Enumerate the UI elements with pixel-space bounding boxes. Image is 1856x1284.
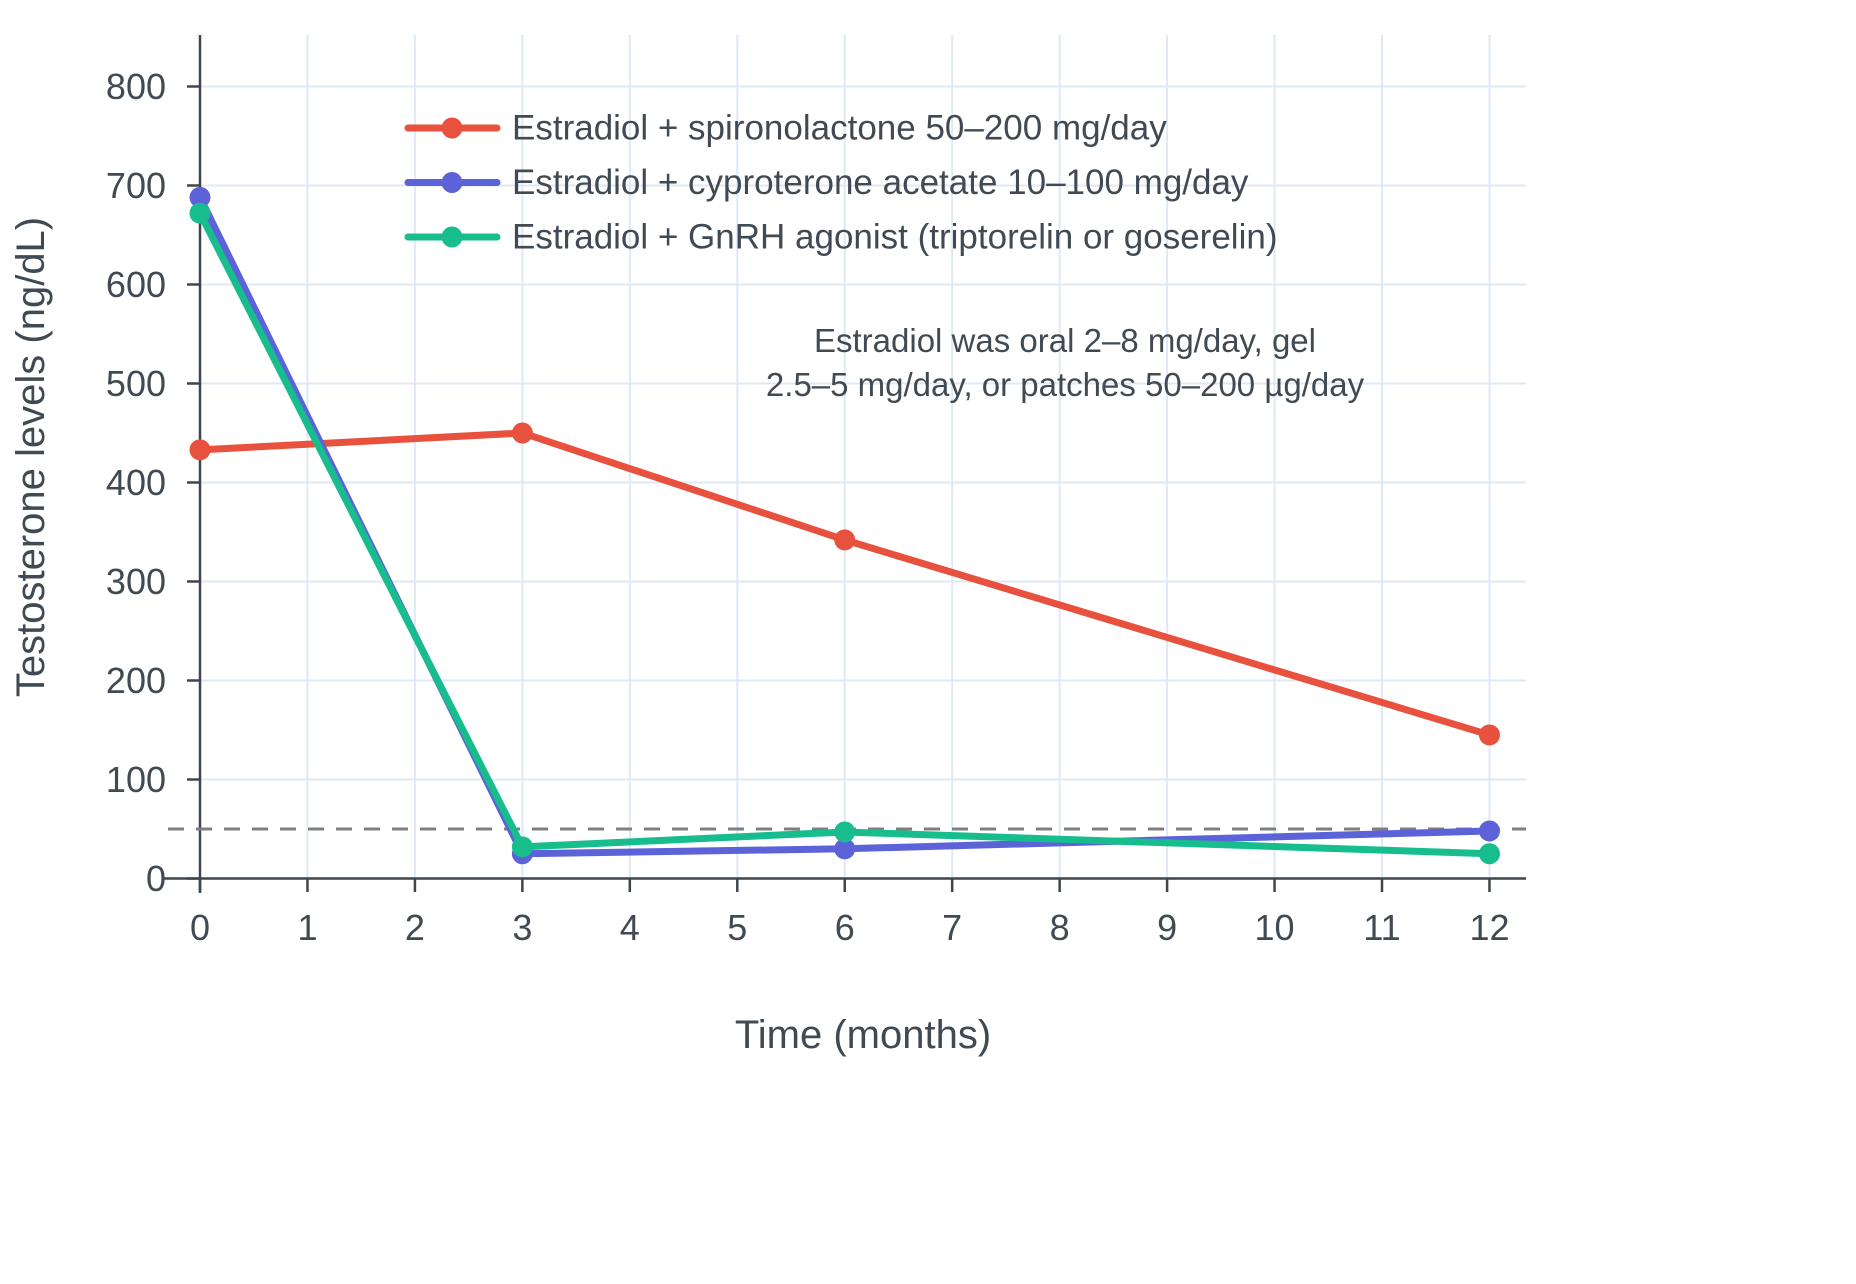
y-tick-label: 700 [106,165,166,206]
y-tick-label: 800 [106,66,166,107]
legend-item-gnrh-agonist: Estradiol + GnRH agonist (triptorelin or… [404,218,1277,257]
y-tick-label: 500 [106,363,166,404]
annotation-line-2: 2.5–5 mg/day, or patches 50–200 µg/day [766,366,1365,403]
x-axis-title: Time (months) [735,1013,991,1057]
data-point [834,838,856,860]
x-tick-label: 6 [835,907,855,948]
grid-layer [199,35,1526,880]
legend-marker [441,172,463,193]
data-point [511,836,533,858]
legend-item-cyproterone: Estradiol + cyproterone acetate 10–100 m… [404,163,1249,202]
series-2 [189,202,1500,865]
x-tick-label: 3 [512,907,532,948]
data-point [834,821,856,843]
x-tick-label: 8 [1050,907,1070,948]
series-line [196,209,1493,858]
x-tick-label: 5 [727,907,747,948]
legend-label: Estradiol + cyproterone acetate 10–100 m… [512,163,1249,202]
data-point [189,439,211,461]
x-tick-label: 0 [190,907,210,948]
data-point [511,422,533,444]
data-point [834,529,856,551]
legend-item-spironolactone: Estradiol + spironolactone 50–200 mg/day [404,109,1167,148]
legend-marker [441,226,463,248]
series-line [196,429,1493,739]
data-point [189,186,211,208]
data-point [1478,724,1500,746]
y-tick-label: 600 [106,264,166,305]
data-point [1478,843,1500,865]
x-tick-label: 10 [1255,907,1295,948]
x-tick-label: 7 [942,907,962,948]
series-0 [189,422,1500,746]
legend-label: Estradiol + spironolactone 50–200 mg/day [512,109,1167,148]
annotation-line-1: Estradiol was oral 2–8 mg/day, gel [814,322,1316,359]
y-axis-title: Testosterone levels (ng/dL) [9,217,53,697]
data-point [1478,820,1500,842]
y-tick-label: 100 [106,759,166,800]
x-tick-label: 9 [1157,907,1177,948]
y-tick-label: 200 [106,660,166,701]
y-tick-label: 400 [106,462,166,503]
legend-label: Estradiol + GnRH agonist (triptorelin or… [512,218,1277,257]
x-tick-label: 12 [1469,907,1509,948]
series-layer [189,186,1500,865]
x-tick-label: 2 [405,907,425,948]
estradiol-note: Estradiol was oral 2–8 mg/day, gel 2.5–5… [766,322,1365,403]
data-point [189,202,211,224]
y-tick-label: 0 [146,858,166,899]
x-tick-label: 11 [1363,907,1400,948]
y-tick-label: 300 [106,561,166,602]
x-tick-label: 1 [297,907,317,948]
legend: Estradiol + spironolactone 50–200 mg/day… [404,109,1277,257]
x-tick-label: 4 [620,907,640,948]
legend-marker [441,117,463,139]
